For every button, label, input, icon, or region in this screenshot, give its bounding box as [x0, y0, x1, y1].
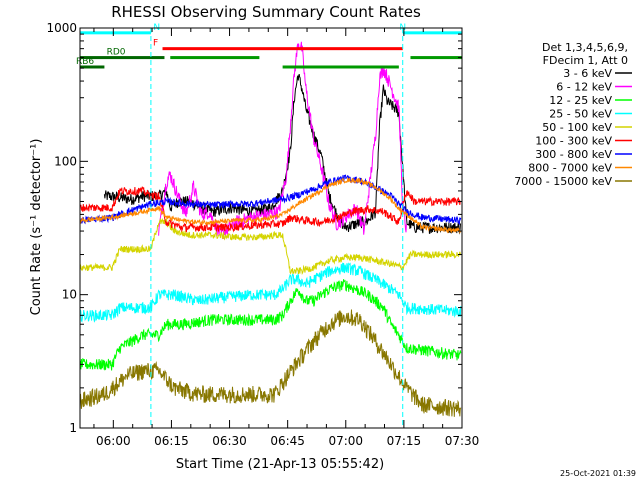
series-line-5	[80, 186, 461, 233]
series-line-2	[80, 279, 462, 371]
legend-header-line: FDecim 1, Att 0	[543, 54, 628, 67]
chart-title: RHESSI Observing Summary Count Rates	[111, 3, 421, 21]
y-tick-label: 10	[62, 288, 77, 302]
x-tick-label: 06:15	[154, 434, 189, 448]
annotation-bar	[80, 56, 165, 60]
legend-header-line: Det 1,3,4,5,6,9,	[542, 41, 628, 54]
y-tick-label: 1	[69, 421, 77, 435]
x-tick-label: 06:00	[96, 434, 131, 448]
annotation-bar	[80, 31, 151, 35]
annotation-label: F	[153, 39, 158, 49]
y-tick-label: 100	[54, 154, 77, 168]
annotation-bar	[80, 65, 105, 69]
series-line-7	[80, 176, 462, 234]
y-tick-label: 1000	[46, 21, 77, 35]
legend-label-5: 100 - 300 keV	[535, 135, 612, 148]
series-line-4	[80, 217, 462, 275]
plot-frame	[79, 27, 463, 429]
annotation-bar	[282, 65, 399, 69]
annotation-label: RD0	[107, 48, 126, 58]
y-axis-label: Count Rate (s⁻¹ detector⁻¹)	[29, 139, 44, 316]
annotation-bar	[162, 47, 403, 51]
series-line-0	[103, 73, 461, 235]
x-tick-label: 06:30	[212, 434, 247, 448]
series-line-8	[80, 309, 462, 417]
series-line-3	[80, 262, 462, 323]
legend-label-2: 12 - 25 keV	[549, 94, 612, 107]
footer-timestamp: 25-Oct-2021 01:39	[560, 469, 636, 478]
series-line-1	[158, 41, 407, 240]
legend-label-1: 6 - 12 keV	[556, 81, 612, 94]
x-tick-label: 07:00	[328, 434, 363, 448]
x-tick-label: 06:45	[270, 434, 305, 448]
annotation-bar	[410, 56, 462, 60]
legend-label-4: 50 - 100 keV	[542, 121, 612, 134]
legend-label-3: 25 - 50 keV	[549, 108, 612, 121]
x-tick-label: 07:15	[387, 434, 422, 448]
series-line-6	[80, 174, 462, 226]
annotation-bar	[402, 31, 462, 35]
legend-label-6: 300 - 800 keV	[535, 148, 612, 161]
x-tick-label: 07:30	[445, 434, 480, 448]
x-axis-label: Start Time (21-Apr-13 05:55:42)	[176, 457, 384, 472]
legend-label-0: 3 - 6 keV	[563, 67, 612, 80]
annotation-label: RB6	[76, 57, 94, 67]
legend-label-8: 7000 - 15000 keV	[514, 175, 612, 188]
legend-label-7: 800 - 7000 keV	[528, 162, 612, 175]
annotation-bar	[170, 56, 260, 60]
series-group	[80, 41, 462, 417]
